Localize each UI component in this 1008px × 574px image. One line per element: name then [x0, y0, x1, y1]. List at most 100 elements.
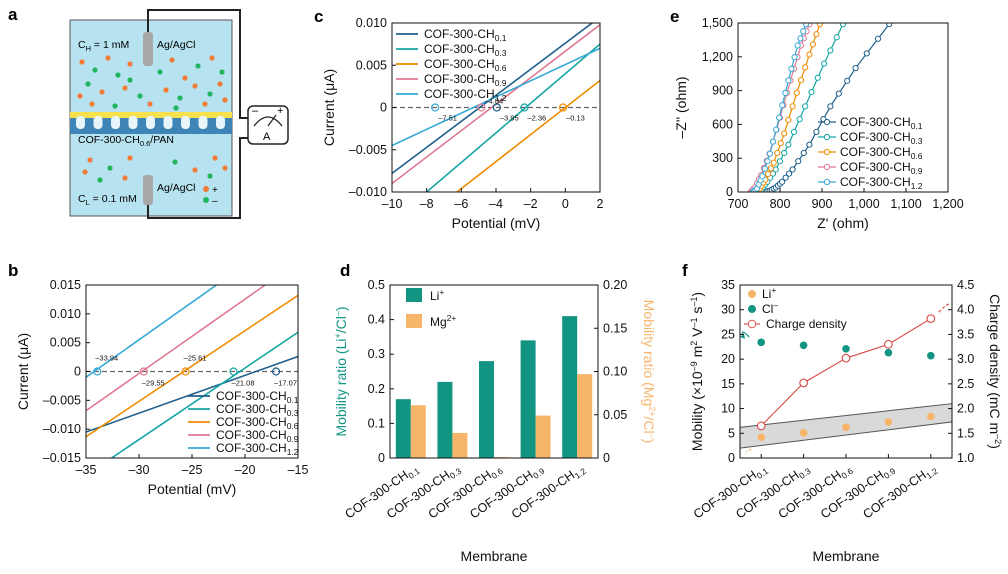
ion-dot — [212, 155, 218, 161]
intercept-label: –25.61 — [184, 354, 207, 363]
ion-dot — [122, 175, 128, 181]
y-tick-label-right: 0.05 — [603, 408, 627, 422]
data-point — [802, 23, 810, 28]
ion-dot — [173, 105, 179, 111]
bar-li — [479, 361, 494, 458]
y-axis-label-right: Mobility ratio (Mg2+/Cl–) — [641, 300, 657, 444]
intercept-label: –4.84 — [484, 97, 503, 106]
data-point — [785, 141, 792, 148]
chart-d: d COF-300-CH0.1COF-300-CH0.3COF-300-CH0.… — [333, 261, 657, 564]
intercept-marker — [229, 367, 238, 376]
ion-dot — [222, 97, 228, 103]
cd-axis-arrow — [938, 303, 951, 313]
data-point — [800, 28, 807, 35]
y-tick-label-left: 30 — [721, 303, 735, 317]
cl-point — [842, 344, 850, 353]
data-point — [816, 23, 823, 28]
legend-swatch-li — [406, 288, 422, 302]
ion-dot — [202, 101, 208, 107]
ion-dot — [182, 75, 188, 81]
ion-dot — [219, 69, 225, 75]
panel-label-e: e — [670, 7, 679, 26]
bottom-electrode-label: Ag/AgCl — [157, 182, 196, 194]
panel-label-b: b — [8, 261, 18, 280]
legend-swatch-mg — [406, 314, 422, 328]
x-tick-label: 800 — [770, 197, 791, 211]
ion-dot — [79, 59, 85, 65]
data-point — [813, 128, 820, 136]
panel-d: d COF-300-CH0.1 COF-300-CH0.3 COF-300-CH0.… — [318, 258, 668, 569]
y-tick-label: –0.010 — [43, 422, 81, 436]
data-point — [821, 60, 828, 67]
cl-arrow-head — [740, 333, 745, 339]
x-tick-label: –35 — [76, 463, 97, 477]
x-tick-label: 2 — [597, 197, 604, 211]
ion-dot — [127, 155, 133, 161]
membrane-pore — [181, 116, 190, 129]
x-axis-label: Membrane — [813, 548, 880, 564]
membrane-pore — [216, 116, 225, 129]
y-tick-label: 0.015 — [50, 278, 81, 292]
data-point — [764, 158, 771, 165]
legend-label-cl: Cl– — [762, 300, 778, 316]
membrane-pore — [163, 116, 173, 129]
x-tick-label: –25 — [182, 463, 203, 477]
series-line-COF-300-CH0.1 — [392, 23, 594, 175]
top-electrode-label: Ag/AgCl — [157, 39, 196, 51]
li-point — [842, 423, 850, 432]
li-axis-arrow — [745, 448, 752, 453]
series-line-COF-300-CH1.2 — [752, 23, 807, 192]
legend-label: COF-300-CH0.1 — [840, 115, 923, 131]
panel-a-schematic: a A + – CH = 1 mM Ag/AgCl COF-300-CH0.6/… — [8, 5, 289, 219]
charge-density-point — [799, 378, 809, 388]
data-point — [779, 102, 786, 109]
x-tick-label: 900 — [812, 197, 833, 211]
x-tick-label: 1,200 — [932, 197, 963, 211]
x-axis-label: Z' (ohm) — [817, 215, 869, 231]
data-point — [886, 23, 893, 28]
bar-li — [437, 381, 453, 458]
ion-dot — [85, 81, 91, 87]
data-point — [772, 166, 779, 173]
legend-marker — [823, 133, 831, 141]
data-point — [779, 178, 786, 185]
ion-dot — [169, 57, 175, 63]
x-axis-label: Membrane — [461, 548, 528, 564]
data-point — [809, 41, 816, 48]
ion-dot — [92, 67, 98, 73]
y-tick-label: 0.005 — [50, 336, 81, 350]
y-tick-label-left: 35 — [721, 278, 735, 292]
intercept-marker — [431, 103, 440, 112]
x-tick-label: –15 — [288, 463, 309, 477]
intercept-marker — [477, 103, 486, 112]
plot-frame — [737, 22, 949, 193]
data-point — [789, 166, 796, 173]
bar-li — [395, 399, 411, 458]
y-tick-label-left: 0.3 — [368, 347, 385, 361]
legend-label: COF-300-CH0.6 — [216, 415, 299, 431]
ion-dot — [105, 55, 111, 61]
legend-label: COF-300-CH0.9 — [840, 160, 923, 176]
li-point — [799, 428, 808, 437]
intercept-label: –0.13 — [566, 114, 585, 123]
y-axis-label-left: Mobility (×10–9 m2 V–1 s–1) — [689, 292, 705, 451]
data-point — [772, 126, 780, 133]
category-label: COF-300-CH1.2 — [509, 461, 588, 523]
x-tick-label: –2 — [524, 197, 538, 211]
ion-dot — [195, 63, 201, 69]
y-tick-label-right: 3.5 — [957, 327, 974, 341]
membrane-pore — [93, 116, 103, 129]
data-point — [782, 174, 789, 181]
series-line-COF-300-CH1.2 — [86, 285, 218, 378]
data-point — [781, 130, 788, 137]
y-tick-label: –0.005 — [349, 143, 387, 157]
cl-point — [799, 341, 808, 350]
ion-dot — [89, 101, 95, 107]
legend-marker-cd — [747, 319, 757, 329]
intercept-label: –17.07 — [274, 379, 297, 388]
ion-dot — [163, 87, 169, 93]
data-point — [833, 34, 840, 41]
legend-marker — [823, 178, 831, 186]
data-point — [808, 89, 815, 96]
legend-label: COF-300-CH0.9 — [424, 72, 507, 88]
